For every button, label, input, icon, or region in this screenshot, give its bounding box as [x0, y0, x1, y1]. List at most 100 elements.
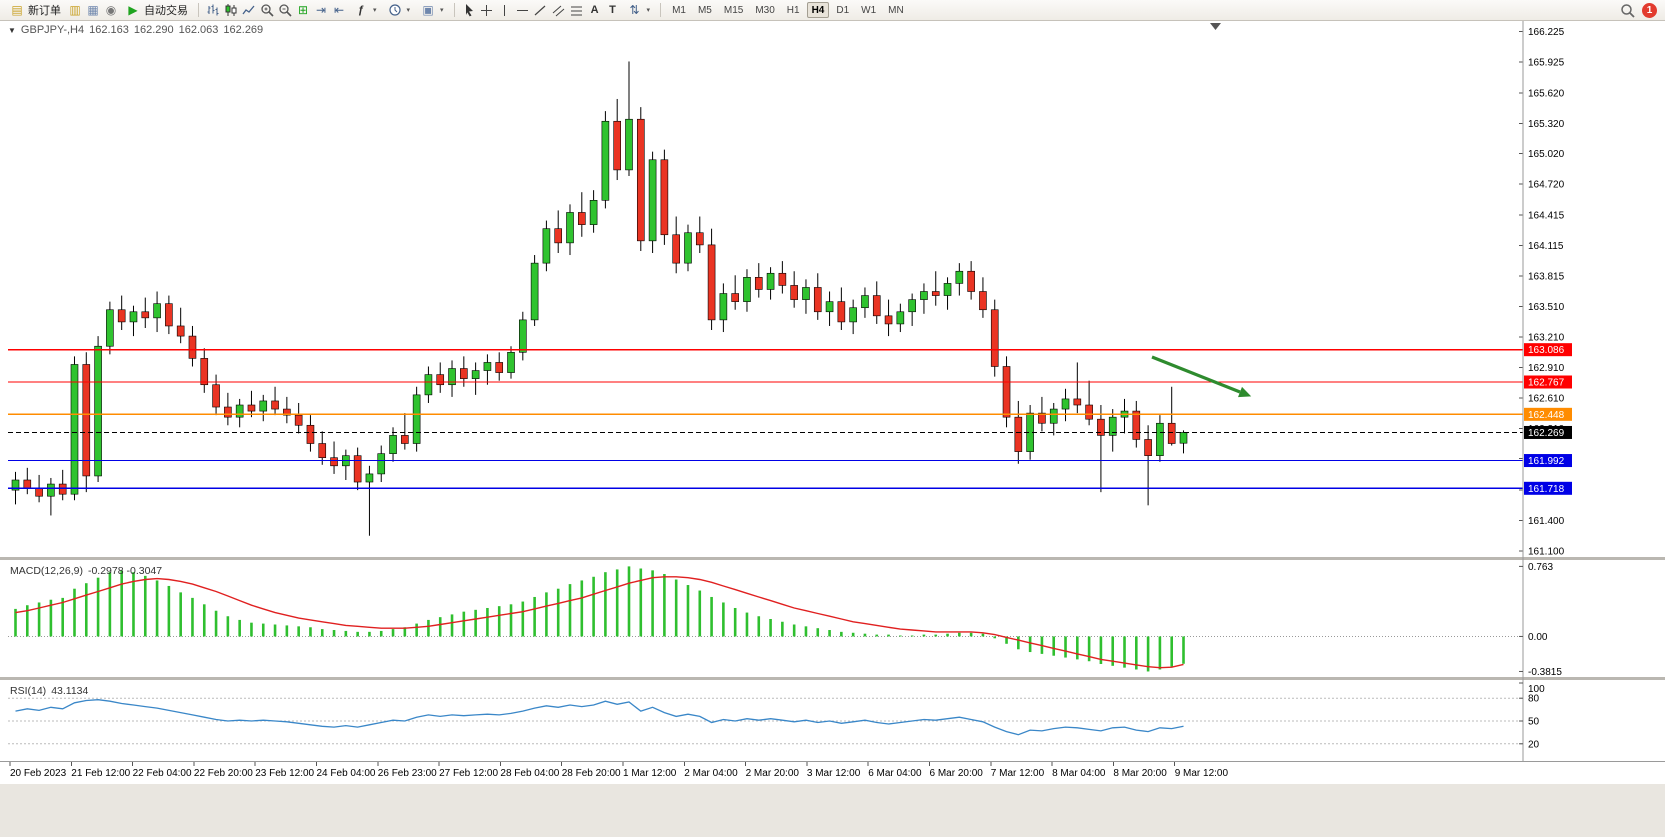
svg-text:0.00: 0.00 [1528, 632, 1548, 643]
periods-button[interactable]: ▾ [383, 1, 415, 19]
svg-text:7 Mar 12:00: 7 Mar 12:00 [991, 768, 1045, 779]
svg-text:163.510: 163.510 [1528, 302, 1565, 313]
candles[interactable] [11, 61, 1188, 536]
svg-text:161.992: 161.992 [1528, 456, 1565, 467]
fibonacci-icon[interactable] [569, 2, 585, 18]
price-tag [1524, 454, 1572, 468]
svg-text:6 Mar 04:00: 6 Mar 04:00 [868, 768, 922, 779]
svg-text:165.925: 165.925 [1528, 57, 1565, 68]
svg-text:161.400: 161.400 [1528, 516, 1565, 527]
svg-text:162.910: 162.910 [1528, 363, 1565, 374]
trendline-icon[interactable] [533, 2, 549, 18]
tf-button-d1[interactable]: D1 [836, 4, 850, 16]
svg-text:162.448: 162.448 [1528, 410, 1565, 421]
autotrading-play-icon: ▶ [128, 3, 138, 17]
tf-button-m1[interactable]: M1 [672, 4, 686, 16]
svg-text:9 Mar 12:00: 9 Mar 12:00 [1175, 768, 1229, 779]
svg-text:1 Mar 12:00: 1 Mar 12:00 [623, 768, 677, 779]
svg-text:162.269: 162.269 [1528, 428, 1565, 439]
svg-text:165.020: 165.020 [1528, 149, 1565, 160]
svg-text:2 Mar 04:00: 2 Mar 04:00 [684, 768, 738, 779]
panel-separator[interactable] [0, 677, 1665, 680]
chevron-down-icon: ▾ [646, 7, 651, 14]
new-order-icon: ▤ [11, 3, 23, 17]
signals-icon[interactable]: ◉ [105, 3, 117, 17]
line-chart-icon[interactable] [241, 2, 257, 18]
tf-button-h4[interactable]: H4 [806, 2, 830, 18]
chevron-down-icon: ▾ [440, 7, 444, 14]
svg-text:165.320: 165.320 [1528, 119, 1565, 130]
tf-button-m15[interactable]: M15 [723, 4, 744, 16]
text-icon[interactable]: A [590, 3, 599, 16]
zoom-in-icon[interactable] [259, 2, 275, 18]
zoom-out-icon[interactable] [277, 2, 293, 18]
chart-shift-marker[interactable] [1210, 23, 1221, 30]
channel-icon[interactable] [551, 2, 567, 18]
svg-text:27 Feb 12:00: 27 Feb 12:00 [439, 768, 498, 779]
toolbar-separator [453, 3, 455, 17]
toolbar-separator [660, 3, 662, 17]
toolbar: ▤ 新订单 ▥ ▦ ◉ ▶ 自动交易 ⊞ ⇥ ⇤ ƒ ▾ ▾ ▣ ▾ [0, 0, 1665, 21]
horizontal-lines[interactable]: 163.086 162.767 162.448 162.269 161.992 161.7… [8, 343, 1572, 495]
svg-text:23 Feb 12:00: 23 Feb 12:00 [255, 768, 314, 779]
svg-text:8 Mar 20:00: 8 Mar 20:00 [1113, 768, 1167, 779]
auto-scroll-icon[interactable]: ⇥ [315, 3, 327, 17]
svg-text:-0.3815: -0.3815 [1528, 667, 1562, 678]
new-chart-icon[interactable]: ▥ [69, 3, 81, 17]
templates-icon: ▣ [422, 3, 434, 17]
svg-text:164.415: 164.415 [1528, 210, 1565, 221]
autotrading-button[interactable]: ▶ 自动交易 [121, 1, 192, 19]
svg-text:162.610: 162.610 [1528, 393, 1565, 404]
svg-text:165.620: 165.620 [1528, 88, 1565, 99]
svg-text:0.763: 0.763 [1528, 562, 1553, 573]
svg-text:26 Feb 23:00: 26 Feb 23:00 [378, 768, 437, 779]
tf-button-mn[interactable]: MN [888, 4, 904, 16]
macd-panel[interactable]: 0.763 0.00 -0.3815 [8, 562, 1562, 678]
text-label-icon[interactable]: T [609, 3, 616, 16]
profiles-icon[interactable]: ▦ [87, 3, 99, 17]
chevron-down-icon: ▾ [406, 7, 411, 14]
time-axis[interactable]: 20 Feb 2023 21 Feb 12:00 22 Feb 04:00 22 Fe… [9, 762, 1229, 779]
candlestick-icon[interactable] [223, 2, 239, 18]
svg-text:20 Feb 2023: 20 Feb 2023 [10, 768, 67, 779]
tf-button-h1[interactable]: H1 [786, 4, 800, 16]
notification-badge[interactable]: 1 [1642, 2, 1657, 18]
bar-chart-icon[interactable] [205, 2, 221, 18]
chart-shift-icon[interactable]: ⇤ [333, 3, 345, 17]
svg-text:166.225: 166.225 [1528, 27, 1565, 38]
svg-text:162.767: 162.767 [1528, 378, 1565, 389]
tile-windows-icon[interactable]: ⊞ [297, 3, 309, 17]
indicators-icon: ƒ [357, 3, 365, 16]
panel-separator[interactable] [0, 557, 1665, 560]
bottom-strip [0, 784, 1665, 837]
cursor-icon[interactable] [461, 2, 477, 18]
svg-text:28 Feb 20:00: 28 Feb 20:00 [562, 768, 621, 779]
price-tag [1524, 407, 1572, 421]
tf-button-m30[interactable]: M30 [755, 4, 775, 16]
svg-text:163.210: 163.210 [1528, 333, 1565, 344]
horizontal-line-icon[interactable] [515, 2, 531, 18]
svg-text:2 Mar 20:00: 2 Mar 20:00 [746, 768, 800, 779]
templates-button[interactable]: ▣ ▾ [416, 1, 448, 19]
svg-text:161.718: 161.718 [1528, 484, 1565, 495]
search-icon[interactable] [1619, 2, 1635, 18]
indicators-button[interactable]: ƒ ▾ [349, 1, 381, 19]
toolbar-separator [198, 3, 199, 17]
clock-icon [387, 2, 403, 18]
vertical-line-icon[interactable] [497, 2, 513, 18]
tf-button-w1[interactable]: W1 [861, 4, 877, 16]
svg-text:22 Feb 04:00: 22 Feb 04:00 [133, 768, 192, 779]
svg-text:163.815: 163.815 [1528, 271, 1565, 282]
new-order-label: 新订单 [28, 5, 61, 17]
tf-button-m5[interactable]: M5 [697, 4, 712, 16]
arrows-button[interactable]: ⇅ ▾ [623, 1, 655, 19]
crosshair-icon[interactable] [479, 2, 495, 18]
svg-text:20: 20 [1528, 739, 1540, 750]
price-tag [1524, 343, 1572, 357]
svg-text:50: 50 [1528, 717, 1540, 728]
new-order-button[interactable]: ▤ 新订单 [5, 1, 65, 19]
trend-arrow[interactable] [1151, 355, 1252, 398]
